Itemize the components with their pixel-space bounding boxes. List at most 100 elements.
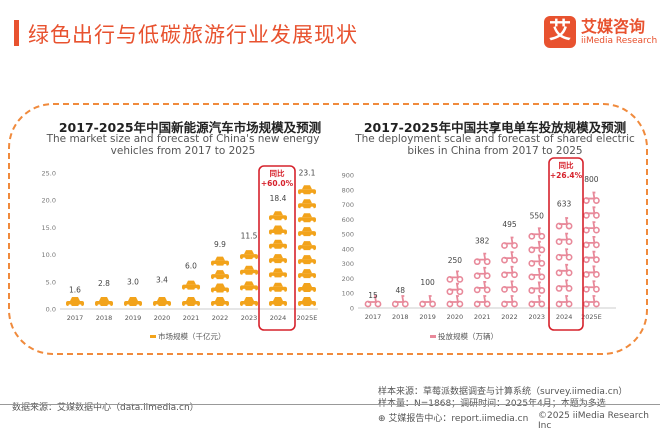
y-tick-label: 25.0 <box>42 170 56 178</box>
car-wheel <box>310 206 314 210</box>
yoy-label: 同比 <box>270 168 285 178</box>
car-wheel <box>300 192 304 196</box>
car-wheel <box>213 277 217 281</box>
y-tick-label: 400 <box>342 245 354 253</box>
car-bar <box>298 185 316 308</box>
car-wheel <box>300 304 304 308</box>
y-tick-label: 15.0 <box>42 224 56 232</box>
x-tick-label: 2025E <box>297 314 318 322</box>
bike-wheel <box>593 241 600 249</box>
yoy-value: +26.4% <box>550 171 583 180</box>
bike-bar <box>528 227 546 308</box>
data-label: 48 <box>396 286 406 295</box>
bike-wheel <box>565 222 573 230</box>
copyright: ©2025 iiMedia Research Inc <box>538 411 649 431</box>
x-tick-label: 2020 <box>154 314 171 322</box>
bike-wheel <box>511 300 518 308</box>
sample-size: 样本量：N=1868；调研时间：2025年4月；本题为多选 <box>378 399 606 409</box>
bike-wheel <box>374 300 382 308</box>
car-wheel <box>252 257 256 261</box>
bike-frame <box>477 280 487 289</box>
car-roof <box>215 283 225 288</box>
car-wheel <box>310 276 314 280</box>
car-roof <box>302 241 312 246</box>
car-wheel <box>310 290 314 294</box>
data-source: 数据来源：艾媒数据中心（data.iimedia.cn） <box>12 403 199 413</box>
y-tick-label: 20.0 <box>42 197 56 205</box>
car-roof <box>273 268 283 273</box>
car-wheel <box>281 261 285 265</box>
car-roof <box>302 213 312 218</box>
car-wheel <box>300 234 304 238</box>
bike-wheel <box>565 238 573 246</box>
car-roof <box>215 256 225 261</box>
bike-bar <box>501 236 518 308</box>
car-wheel <box>271 261 275 265</box>
car-wheel <box>68 304 72 308</box>
bike-frame <box>449 295 459 303</box>
bike-wheel <box>456 275 464 283</box>
bike-frame <box>422 295 432 303</box>
car-wheel <box>281 290 285 294</box>
data-label: 23.1 <box>299 168 316 177</box>
data-label: 9.9 <box>214 240 226 249</box>
bike-wheel <box>593 256 600 264</box>
legend-swatch <box>430 335 436 338</box>
bike-wheel <box>593 300 600 308</box>
car-wheel <box>165 304 169 308</box>
bike-wheel <box>511 285 518 293</box>
logo: 艾 艾媒咨询 iiMedia Research <box>544 16 657 48</box>
car-wheel <box>223 290 227 295</box>
bike-frame <box>531 295 541 303</box>
car-wheel <box>310 192 314 196</box>
chart1-title: 2017-2025年中国新能源汽车市场规模及预测 <box>58 120 322 135</box>
data-label: 18.4 <box>270 194 287 203</box>
car-wheel <box>310 304 314 308</box>
data-label: 11.5 <box>241 231 258 240</box>
footer-divider <box>0 404 660 405</box>
x-tick-label: 2024 <box>270 314 287 322</box>
bike-wheel <box>538 300 546 308</box>
car-roof <box>244 265 254 270</box>
data-label: 382 <box>475 237 490 246</box>
car-wheel <box>184 304 188 308</box>
x-tick-label: 2017 <box>365 313 382 321</box>
bike-bar <box>583 191 600 308</box>
bike-wheel <box>483 286 491 294</box>
y-tick-label: 5.0 <box>46 278 56 286</box>
car-roof <box>157 297 167 301</box>
bike-frame <box>586 221 596 230</box>
car-bar <box>211 256 229 308</box>
car-bar <box>240 250 258 308</box>
car-roof <box>302 185 312 190</box>
data-label: 550 <box>530 212 545 221</box>
car-wheel <box>252 288 256 292</box>
bike-frame <box>504 280 514 289</box>
car-wheel <box>300 276 304 280</box>
bike-wheel <box>593 271 600 278</box>
bike-wheel <box>565 253 573 261</box>
sample-source: 样本来源：草莓派数据调查与计算系统（survey.iimedia.cn） <box>378 387 628 397</box>
car-wheel <box>242 273 246 277</box>
x-tick-label: 2018 <box>392 313 409 321</box>
bike-wheel <box>538 273 546 281</box>
bike-frame <box>477 252 487 261</box>
car-wheel <box>300 220 304 224</box>
bike-wheel <box>565 285 573 292</box>
globe-icon: ⊕ <box>378 414 389 424</box>
bike-frame <box>477 295 487 303</box>
bike-frame <box>586 265 596 274</box>
chart2-title: 2017-2025年中国共享电单车投放规模及预测 <box>363 120 627 135</box>
bike-wheel <box>565 300 573 308</box>
car-roof <box>302 199 312 204</box>
report-link[interactable]: 艾媒报告中心：report.iimedia.cn <box>388 414 529 424</box>
bike-frame <box>477 266 487 275</box>
car-roof <box>302 297 312 301</box>
bike-wheel <box>593 285 600 293</box>
x-tick-label: 2024 <box>556 313 573 321</box>
car-roof <box>302 283 312 288</box>
car-wheel <box>300 248 304 252</box>
bike-bar <box>419 295 436 308</box>
x-tick-label: 2021 <box>474 313 491 321</box>
car-wheel <box>310 234 314 238</box>
